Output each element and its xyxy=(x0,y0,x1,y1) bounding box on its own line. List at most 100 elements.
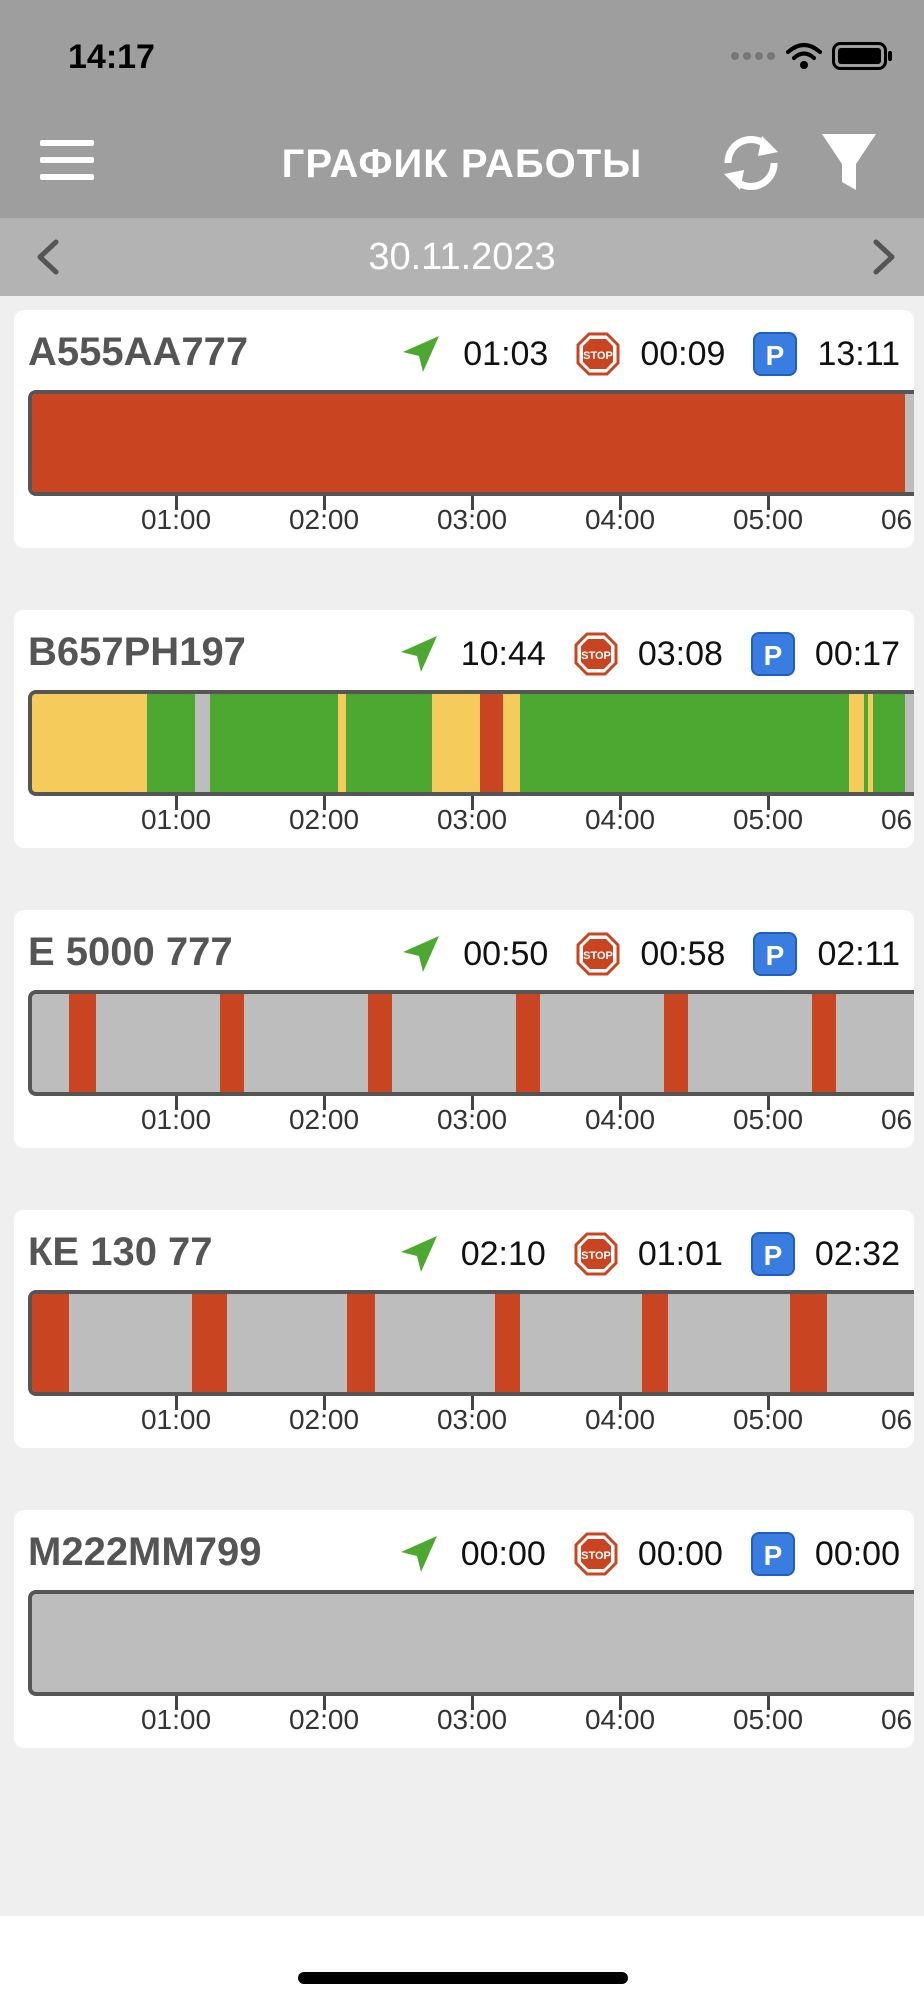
parking-icon: P xyxy=(751,330,799,378)
vehicle-plate: М222ММ799 xyxy=(28,1530,262,1574)
timeline-segment-driving xyxy=(872,694,906,792)
status-icons xyxy=(730,38,894,74)
timeline-segment-idle xyxy=(868,694,873,792)
timeline-segment-stopped xyxy=(663,994,688,1092)
activity-timeline[interactable] xyxy=(28,1590,914,1696)
vehicle-card[interactable]: Е 5000 777 00:50 STOP 00:58 P 02:11 01:00 02:00… xyxy=(14,910,914,1148)
movement-time: 01:03 xyxy=(463,334,549,373)
vehicle-plate: А555АА777 xyxy=(28,330,249,374)
timeline-tick xyxy=(471,1096,474,1110)
timeline-axis: 01:00 02:00 03:00 04:00 05:00 06:00 xyxy=(28,1696,914,1748)
timeline-segment-driving xyxy=(520,694,849,792)
vehicle-stats: 00:50 STOP 00:58 P 02:11 xyxy=(397,930,900,978)
timeline-tick xyxy=(767,496,770,510)
timeline-tick-label: 02:00 xyxy=(288,804,360,835)
timeline-tick xyxy=(619,1096,622,1110)
activity-timeline[interactable] xyxy=(28,1290,914,1396)
parking-icon: P xyxy=(749,1230,797,1278)
next-day-button[interactable] xyxy=(864,236,904,278)
timeline-tick xyxy=(175,1696,178,1710)
timeline-tick-label: 02:00 xyxy=(288,1104,360,1135)
home-indicator-area xyxy=(0,1916,924,2000)
parking-time: 00:17 xyxy=(814,634,900,673)
timeline-segment-stopped xyxy=(789,1294,827,1392)
parking-icon: P xyxy=(749,1530,797,1578)
activity-timeline[interactable] xyxy=(28,990,914,1096)
timeline-tick-label: 01:00 xyxy=(140,504,212,535)
timeline-segment-stopped xyxy=(495,1294,521,1392)
activity-timeline[interactable] xyxy=(28,390,914,496)
timeline-tick-label: 01:00 xyxy=(140,1404,212,1435)
timeline-tick xyxy=(323,1096,326,1110)
timeline-tick xyxy=(767,1396,770,1410)
timeline-segment-stopped xyxy=(191,1294,228,1392)
timeline-tick-label: 06:00 xyxy=(880,1704,914,1735)
current-date: 30.11.2023 xyxy=(368,236,556,278)
stop-sign-icon: STOP xyxy=(572,1530,620,1578)
movement-time: 00:00 xyxy=(460,1534,546,1573)
vehicle-stats: 00:00 STOP 00:00 P 00:00 xyxy=(395,1530,900,1578)
timeline-segment-stopped xyxy=(480,694,503,792)
refresh-button[interactable] xyxy=(718,130,784,196)
navigation-arrow-icon xyxy=(395,1530,443,1578)
timeline-segment-driving xyxy=(345,694,432,792)
navigation-arrow-icon xyxy=(397,330,445,378)
timeline-segment-stopped xyxy=(641,1294,669,1392)
stop-sign-icon: STOP xyxy=(574,330,622,378)
filter-funnel-icon xyxy=(822,134,876,190)
timeline-tick-label: 04:00 xyxy=(584,1104,656,1135)
home-indicator[interactable] xyxy=(298,1972,628,1984)
activity-timeline[interactable] xyxy=(28,690,914,796)
vehicle-list[interactable]: А555АА777 01:03 STOP 00:09 P 13:11 01:00 02:00 0… xyxy=(0,296,924,1916)
vehicle-card[interactable]: М222ММ799 00:00 STOP 00:00 P 00:00 01:00 02:00 0… xyxy=(14,1510,914,1748)
timeline-segment-driving xyxy=(863,694,869,792)
timeline-tick-label: 01:00 xyxy=(140,1704,212,1735)
previous-day-button[interactable] xyxy=(28,236,68,278)
vehicle-card[interactable]: В657РН197 10:44 STOP 03:08 P 00:17 01:00 02:00 0… xyxy=(14,610,914,848)
timeline-segment-stopped xyxy=(811,994,836,1092)
vehicle-card[interactable]: А555АА777 01:03 STOP 00:09 P 13:11 01:00 02:00 0… xyxy=(14,310,914,548)
parking-time: 00:00 xyxy=(814,1534,900,1573)
timeline-tick xyxy=(471,1396,474,1410)
battery-icon xyxy=(832,42,892,70)
timeline-tick-label: 03:00 xyxy=(436,504,508,535)
vehicle-card[interactable]: КЕ 130 77 02:10 STOP 01:01 P 02:32 01:00 02:00 0… xyxy=(14,1210,914,1448)
timeline-tick xyxy=(323,496,326,510)
svg-text:P: P xyxy=(764,1240,783,1271)
parking-icon: P xyxy=(751,930,799,978)
timeline-segment-idle xyxy=(502,694,521,792)
timeline-tick xyxy=(619,1696,622,1710)
timeline-tick-label: 02:00 xyxy=(288,504,360,535)
parking-icon: P xyxy=(749,630,797,678)
timeline-segment-stopped xyxy=(515,994,540,1092)
wifi-icon xyxy=(786,43,822,69)
timeline-segment-stopped xyxy=(32,1294,69,1392)
timeline-tick xyxy=(175,496,178,510)
stop-time: 03:08 xyxy=(637,634,723,673)
menu-button[interactable] xyxy=(40,138,94,182)
chevron-right-icon xyxy=(873,239,895,275)
vehicle-stats: 02:10 STOP 01:01 P 02:32 xyxy=(395,1230,900,1278)
svg-text:STOP: STOP xyxy=(583,950,613,962)
date-navigation: 30.11.2023 xyxy=(0,218,924,296)
timeline-segment-stopped xyxy=(347,1294,376,1392)
timeline-tick xyxy=(323,1696,326,1710)
timeline-segment-stopped xyxy=(32,394,906,492)
timeline-tick-label: 02:00 xyxy=(288,1704,360,1735)
movement-time: 10:44 xyxy=(460,634,546,673)
navigation-arrow-icon xyxy=(395,1230,443,1278)
status-bar: 14:17 xyxy=(0,0,924,110)
timeline-tick xyxy=(175,1096,178,1110)
stop-time: 01:01 xyxy=(637,1234,723,1273)
navigation-arrow-icon xyxy=(395,630,443,678)
timeline-tick-label: 05:00 xyxy=(732,1104,804,1135)
timeline-tick-label: 04:00 xyxy=(584,1404,656,1435)
timeline-segment-idle xyxy=(848,694,864,792)
svg-text:STOP: STOP xyxy=(581,1250,611,1262)
timeline-tick-label: 01:00 xyxy=(140,1104,212,1135)
timeline-segment-stopped xyxy=(367,994,392,1092)
timeline-tick xyxy=(767,1696,770,1710)
filter-button[interactable] xyxy=(820,130,878,196)
timeline-tick-label: 04:00 xyxy=(584,804,656,835)
timeline-tick-label: 05:00 xyxy=(732,1404,804,1435)
